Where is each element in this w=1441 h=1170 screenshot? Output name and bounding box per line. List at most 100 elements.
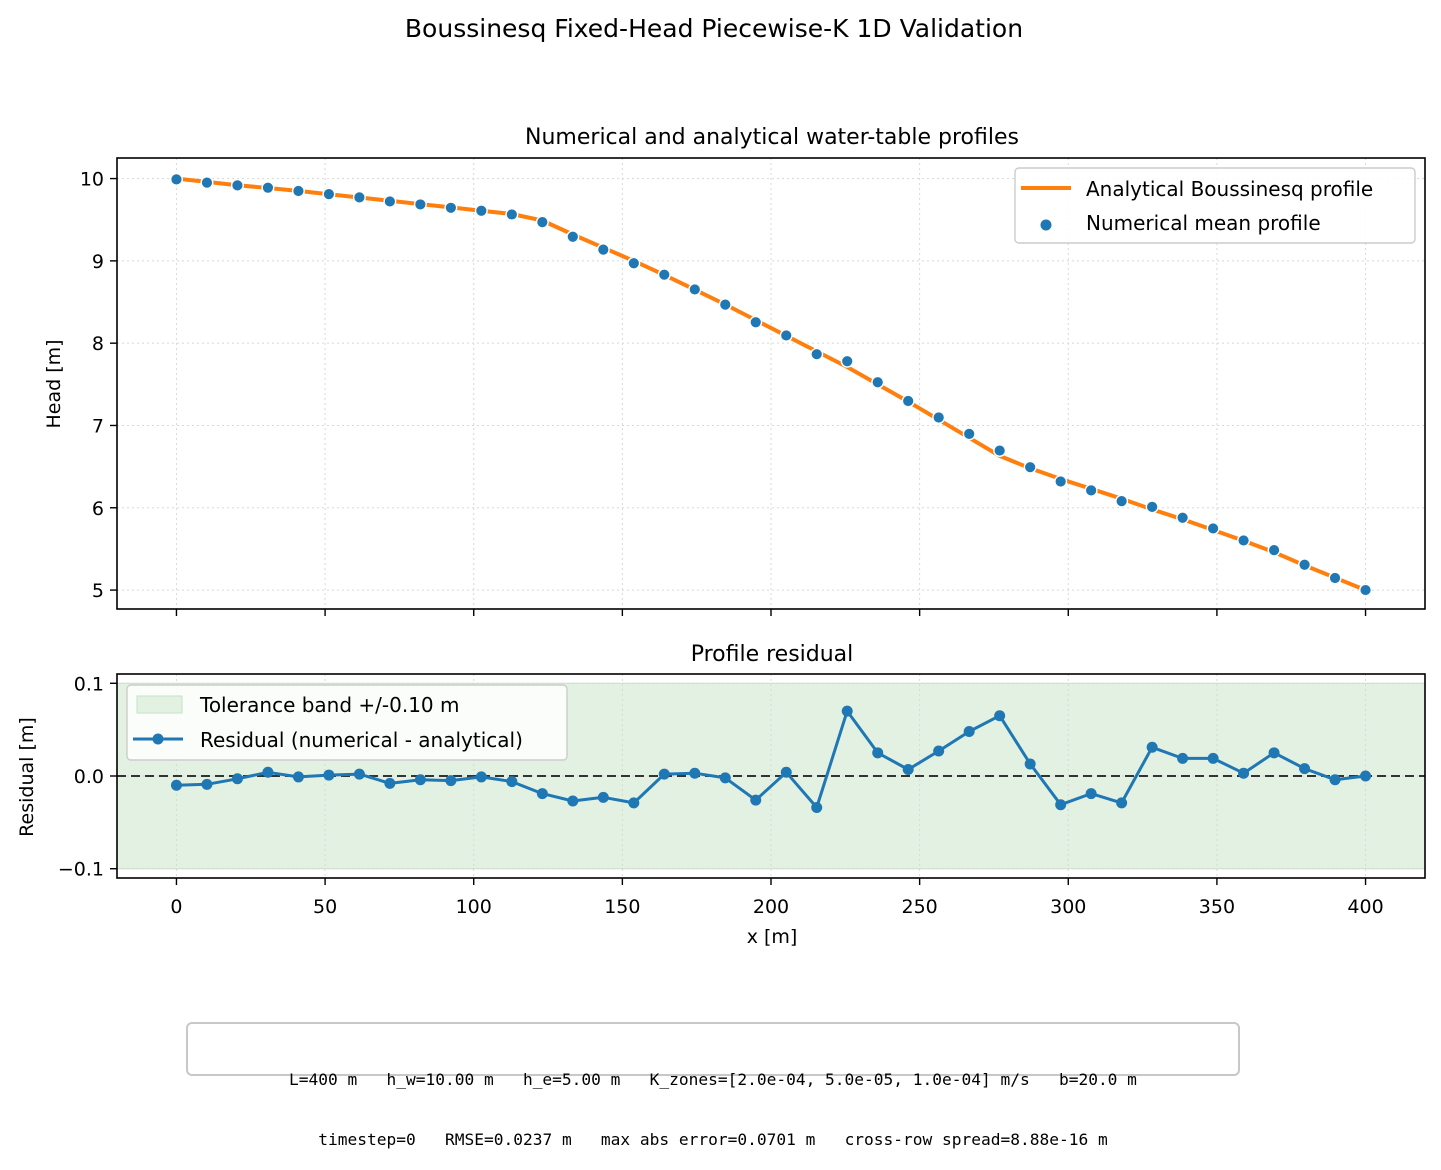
- bottom-axis-ticks: 0 50 100 150 200 250 300 350 400 −0.1 0.0 0.1: [58, 673, 1384, 918]
- numerical-point: [779, 328, 793, 342]
- residual-point: [384, 777, 396, 789]
- numerical-point: [962, 427, 976, 441]
- legend-residual-label: Residual (numerical - analytical): [200, 728, 523, 752]
- legend-band-label: Tolerance band +/-0.10 m: [199, 693, 460, 717]
- numerical-point: [352, 190, 366, 204]
- bottom-xtick-label: 100: [456, 896, 492, 918]
- numerical-point: [932, 410, 946, 424]
- residual-point: [445, 775, 457, 787]
- residual-point: [201, 778, 213, 790]
- numerical-point: [1206, 521, 1220, 535]
- bottom-xtick-label: 200: [753, 896, 789, 918]
- residual-line: [176, 709, 1366, 809]
- residual-point: [323, 769, 335, 781]
- bottom-xtick-label: 150: [604, 896, 640, 918]
- residual-point: [1146, 741, 1158, 753]
- numerical-point: [901, 394, 915, 408]
- residual-point: [1024, 758, 1036, 770]
- numerical-point: [200, 176, 214, 190]
- residual-point: [292, 771, 304, 783]
- numerical-point: [261, 181, 275, 195]
- numerical-point: [657, 268, 671, 282]
- legend-analytical-label: Analytical Boussinesq profile: [1086, 177, 1373, 201]
- numerical-point: [596, 243, 610, 257]
- top-ytick-label: 8: [92, 333, 104, 355]
- bottom-plot-frame: [116, 673, 1426, 879]
- residual-point: [1085, 788, 1097, 800]
- residual-point: [780, 766, 792, 778]
- legend-residual-swatch-dot: [152, 733, 164, 745]
- numerical-point: [688, 282, 702, 296]
- residual-point: [689, 767, 701, 779]
- residual-point: [1207, 752, 1219, 764]
- residual-point: [1299, 763, 1311, 775]
- bottom-panel-title: Profile residual: [691, 642, 854, 667]
- numerical-point: [383, 194, 397, 208]
- residual-point: [567, 795, 579, 807]
- numerical-point: [291, 184, 305, 198]
- numerical-point: [444, 201, 458, 215]
- residual-point: [1268, 747, 1280, 759]
- residual-point: [811, 802, 823, 814]
- residual-point: [872, 747, 884, 759]
- residual-point: [1055, 799, 1067, 811]
- residual-point: [506, 776, 518, 788]
- residual-point: [536, 788, 548, 800]
- numerical-point: [566, 230, 580, 244]
- numerical-point: [169, 172, 183, 186]
- numerical-point: [627, 256, 641, 270]
- numerical-point: [871, 375, 885, 389]
- numerical-point: [749, 315, 763, 329]
- numerical-point: [535, 215, 549, 229]
- residual-point: [597, 791, 609, 803]
- residual-point: [658, 768, 670, 780]
- numerical-point: [1115, 494, 1129, 508]
- bottom-xtick-label: 350: [1199, 896, 1235, 918]
- residual-point: [719, 772, 731, 784]
- top-legend-frame: [1014, 167, 1416, 244]
- bottom-legend: Tolerance band +/-0.10 m Residual (numer…: [126, 684, 568, 761]
- residual-point: [1329, 774, 1341, 786]
- top-ytick-label: 5: [92, 580, 104, 602]
- run-summary-box: L=400 m h_w=10.00 m h_e=5.00 m K_zones=[…: [186, 1022, 1240, 1149]
- residual-point: [628, 797, 640, 809]
- numerical-point: [718, 298, 732, 312]
- bottom-ytick-label: 0.1: [74, 673, 104, 695]
- legend-band-swatch: [136, 695, 183, 714]
- residual-point: [231, 773, 243, 785]
- bottom-panel: Profile residual 0 50 100 150 200 250 300 350 40…: [16, 642, 1426, 948]
- numerical-point: [474, 204, 488, 218]
- bottom-ytick-label: −0.1: [58, 859, 104, 881]
- numerical-point: [413, 197, 427, 211]
- top-plot-frame: [116, 157, 1426, 610]
- numerical-point: [1237, 533, 1251, 547]
- residual-point: [1177, 752, 1189, 764]
- numerical-profile-points: [169, 172, 1373, 597]
- residual-point: [933, 745, 945, 757]
- bottom-ylabel: Residual [m]: [16, 717, 38, 837]
- top-panel-title: Numerical and analytical water-table pro…: [525, 125, 1019, 150]
- top-ytick-label: 6: [92, 498, 104, 520]
- numerical-point: [1084, 483, 1098, 497]
- residual-point: [353, 768, 365, 780]
- numerical-point: [840, 354, 854, 368]
- numerical-point: [1176, 511, 1190, 525]
- residual-point: [902, 764, 914, 776]
- run-summary-line-2: timestep=0 RMSE=0.0237 m max abs error=0…: [318, 1130, 1108, 1149]
- top-ytick-label: 10: [80, 169, 104, 191]
- numerical-point: [1023, 460, 1037, 474]
- residual-point: [475, 771, 487, 783]
- top-ytick-label: 9: [92, 251, 104, 273]
- residual-point: [170, 779, 182, 791]
- run-summary-line-1: L=400 m h_w=10.00 m h_e=5.00 m K_zones=[…: [289, 1070, 1137, 1089]
- figure-canvas: Boussinesq Fixed-Head Piecewise-K 1D Val…: [16, 14, 1426, 948]
- residual-point: [1238, 767, 1250, 779]
- top-ylabel: Head [m]: [43, 339, 65, 428]
- residual-point: [841, 705, 853, 717]
- legend-numerical-label: Numerical mean profile: [1086, 211, 1321, 235]
- analytical-profile-line: [176, 176, 1367, 592]
- bottom-xtick-label: 0: [170, 896, 182, 918]
- residual-point: [1116, 797, 1128, 809]
- numerical-point: [993, 444, 1007, 458]
- top-axis-ticks: 5 6 7 8 9 10: [80, 169, 1367, 616]
